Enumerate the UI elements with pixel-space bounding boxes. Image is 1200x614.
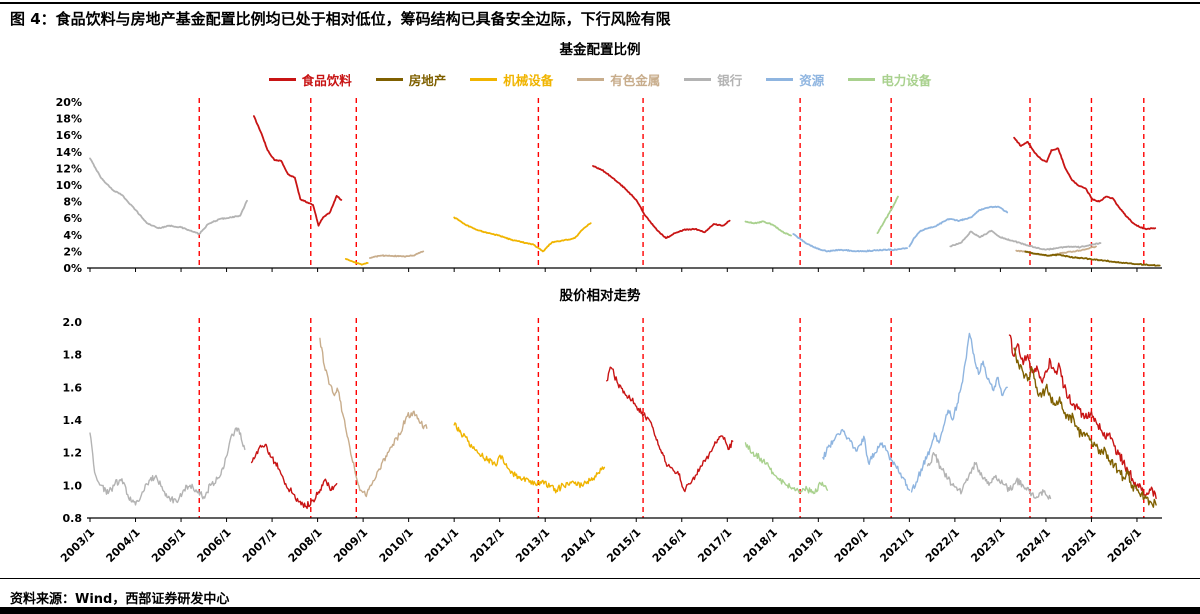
series-food (1013, 136, 1157, 231)
source-note: 资料来源：Wind，西部证券研发中心 (10, 592, 230, 607)
series-banks (89, 427, 246, 506)
series-resources (822, 428, 911, 491)
x-tick-label: 2009/1 (331, 526, 370, 565)
y-tick-label: 12% (56, 162, 82, 175)
series-banks (926, 452, 1052, 500)
legend-label-machinery: 机械设备 (503, 73, 554, 88)
series-realestate (1024, 250, 1161, 267)
x-tick-label: 2008/1 (286, 526, 325, 565)
x-tick-label: 2020/1 (832, 526, 871, 565)
legend-label-banks: 银行 (717, 73, 743, 88)
y-tick-label: 18% (56, 113, 82, 126)
legend-item-banks: 银行 (684, 70, 742, 89)
x-tick-label: 2017/1 (695, 526, 734, 565)
series-power (876, 195, 899, 234)
x-tick-label: 2021/1 (877, 526, 916, 565)
series-nonferrous (369, 250, 425, 259)
legend-label-food: 食品饮料 (301, 73, 352, 88)
y-tick-label: 10% (56, 179, 82, 192)
y-tick-label: 1.2 (63, 447, 83, 460)
legend-swatch-power (848, 78, 876, 81)
x-tick-label: 2018/1 (741, 526, 780, 565)
x-tick-label: 2025/1 (1059, 526, 1098, 565)
series-banks (949, 229, 1102, 251)
legend-label-nonferrous: 有色金属 (610, 73, 661, 88)
y-tick-label: 6% (63, 212, 82, 225)
legend-swatch-nonferrous (577, 78, 605, 81)
legend-swatch-realestate (375, 78, 403, 81)
legend-swatch-food (268, 78, 296, 81)
x-tick-label: 2003/1 (58, 526, 97, 565)
series-machinery (453, 216, 592, 253)
bottom-bar (0, 607, 1200, 614)
x-tick-label: 2012/1 (468, 526, 507, 565)
series-food (250, 443, 338, 510)
legend-item-nonferrous: 有色金属 (577, 70, 660, 89)
series-realestate (1013, 347, 1157, 508)
y-tick-label: 4% (63, 229, 82, 242)
y-tick-label: 20% (56, 96, 82, 109)
legend-label-power: 电力设备 (881, 73, 932, 88)
top-divider (0, 2, 1200, 4)
legend-swatch-banks (684, 78, 712, 81)
y-tick-label: 14% (56, 146, 82, 159)
figure-title: 图 4：食品饮料与房地产基金配置比例均已处于相对低位，筹码结构已具备安全边际，下… (10, 10, 671, 28)
relative-price-chart-title: 股价相对走势 (559, 288, 641, 304)
legend-label-realestate: 房地产 (408, 73, 447, 88)
series-food (253, 115, 343, 227)
x-tick-label: 2006/1 (195, 526, 234, 565)
chart-allocation: 0% 2% 4% 6% 8% 10% 12% 14% 16% 18% 20% (56, 96, 1162, 275)
series-machinery (453, 422, 606, 494)
allocation-chart-title: 基金配置比例 (559, 42, 641, 58)
x-tick-label: 2010/1 (377, 526, 416, 565)
series-banks (89, 157, 248, 235)
series-resources (792, 233, 908, 253)
x-tick-label: 2005/1 (149, 526, 188, 565)
series-nonferrous (319, 337, 428, 498)
source-divider (0, 578, 1200, 579)
x-tick-label: 2024/1 (1014, 526, 1053, 565)
series-power (744, 220, 792, 237)
series-resources (908, 205, 1009, 248)
y-tick-label: 1.6 (63, 381, 83, 394)
legend-item-food: 食品饮料 (268, 70, 352, 89)
x-tick-label: 2013/1 (513, 526, 552, 565)
x-tick-label: 2007/1 (240, 526, 279, 565)
y-tick-label: 8% (63, 196, 82, 209)
series-food (1008, 334, 1157, 500)
legend-item-machinery: 机械设备 (470, 70, 553, 89)
legend-swatch-resources (766, 78, 794, 81)
series-food (606, 366, 734, 493)
series-food (592, 165, 731, 239)
x-tick-label: 2022/1 (923, 526, 962, 565)
legend-label-resources: 资源 (799, 73, 825, 88)
x-tick-label: 2014/1 (559, 526, 598, 565)
y-tick-label: 1.4 (63, 414, 83, 427)
series-resources (910, 332, 1008, 493)
x-tick-label: 2023/1 (968, 526, 1007, 565)
y-tick-label: 2.0 (63, 316, 83, 329)
series-machinery (344, 258, 369, 266)
y-tick-label: 1.8 (63, 349, 83, 362)
y-tick-label: 0.8 (63, 512, 83, 525)
legend-item-realestate: 房地产 (375, 70, 447, 89)
y-tick-label: 0% (63, 262, 82, 275)
y-tick-label: 2% (63, 245, 82, 258)
legend-item-resources: 资源 (766, 70, 824, 89)
x-tick-label: 2015/1 (604, 526, 643, 565)
legend-swatch-machinery (470, 78, 498, 81)
x-tick-label: 2019/1 (786, 526, 825, 565)
series-power (744, 442, 829, 495)
x-tick-label: 2011/1 (422, 526, 461, 565)
y-tick-label: 1.0 (63, 479, 83, 492)
legend: 食品饮料 房地产 机械设备 有色金属 银行 资源 电力设备 (0, 70, 1200, 89)
y-tick-label: 16% (56, 129, 82, 142)
x-tick-label: 2004/1 (104, 526, 143, 565)
legend-item-power: 电力设备 (848, 70, 931, 89)
x-tick-label: 2026/1 (1105, 526, 1144, 565)
x-tick-label: 2016/1 (650, 526, 689, 565)
